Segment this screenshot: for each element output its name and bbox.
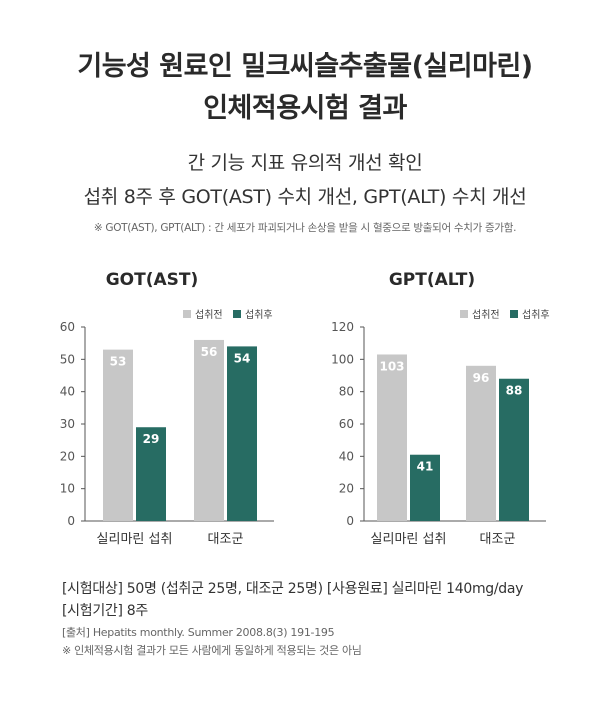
- bar-gpt-1-0: [466, 365, 496, 521]
- bar-gpt-0-0: [377, 354, 407, 521]
- y-tick-label-gpt: 120: [331, 320, 354, 334]
- bar-gpt-1-1: [499, 378, 529, 521]
- source-citation: [출처] Hepatits monthly. Summer 2008.8(3) …: [62, 626, 335, 639]
- legend-label-gpt-0: 섭취전: [472, 309, 500, 321]
- bar-value-label-gpt-1-0: 96: [473, 371, 490, 385]
- legend-swatch-got-0: [183, 310, 191, 318]
- y-tick-label-got: 0: [67, 514, 75, 528]
- study-info-line: [시험대상] 50명 (섭취군 25명, 대조군 25명) [사용원료] 실리마…: [62, 581, 524, 597]
- bar-got-0-0: [103, 349, 133, 521]
- bar-got-1-1: [227, 346, 257, 521]
- charts-area: GOT(AST) 섭취전 섭취후 0 10 20 30 40 50 60 53 29 실리마린 섭취 56…: [60, 270, 550, 547]
- y-tick-label-got: 50: [60, 352, 75, 366]
- bar-got-0-1: [136, 427, 166, 521]
- bar-value-label-gpt-1-1: 88: [506, 384, 523, 398]
- x-tick-label-got-1: 대조군: [208, 532, 244, 547]
- legend-swatch-gpt-1: [510, 310, 518, 318]
- bar-value-label-got-0-1: 29: [143, 432, 160, 446]
- subtitle-line1: 간 기능 지표 유의적 개선 확인: [187, 152, 423, 174]
- y-tick-label-gpt: 20: [339, 482, 354, 496]
- chart-title-got: GOT(AST): [106, 270, 199, 290]
- x-tick-label-gpt-0: 실리마린 섭취: [371, 532, 447, 547]
- y-tick-label-got: 30: [60, 417, 75, 431]
- page-title-line1: 기능성 원료인 밀크씨슬추출물(실리마린): [77, 51, 533, 82]
- y-tick-label-got: 10: [60, 482, 75, 496]
- y-tick-label-gpt: 100: [331, 352, 354, 366]
- bar-got-1-0: [194, 339, 224, 521]
- legend-swatch-gpt-0: [460, 310, 468, 318]
- bar-value-label-gpt-0-0: 103: [379, 359, 404, 373]
- bar-gpt-0-1: [410, 454, 440, 521]
- bar-value-label-got-0-0: 53: [110, 355, 127, 369]
- page-title-line2: 인체적용시험 결과: [203, 93, 407, 124]
- x-tick-label-gpt-1: 대조군: [480, 532, 516, 547]
- legend-label-got-1: 섭취후: [245, 309, 273, 321]
- bar-value-label-got-1-1: 54: [234, 351, 251, 365]
- y-tick-label-got: 60: [60, 320, 75, 334]
- disclaimer: ※ 인체적용시험 결과가 모든 사람에게 동일하게 적용되는 것은 아님: [62, 644, 362, 657]
- x-tick-label-got-0: 실리마린 섭취: [97, 532, 173, 547]
- y-tick-label-gpt: 80: [339, 385, 354, 399]
- bar-value-label-gpt-0-1: 41: [417, 460, 434, 474]
- y-tick-label-gpt: 60: [339, 417, 354, 431]
- chart-title-gpt: GPT(ALT): [389, 270, 475, 290]
- y-tick-label-got: 40: [60, 385, 75, 399]
- subtitle-line2: 섭취 8주 후 GOT(AST) 수치 개선, GPT(ALT) 수치 개선: [83, 186, 527, 208]
- legend-label-gpt-1: 섭취후: [522, 309, 550, 321]
- y-tick-label-gpt: 40: [339, 449, 354, 463]
- definition-note: ※ GOT(AST), GPT(ALT) : 간 세포가 파괴되거나 손상을 받…: [93, 222, 517, 234]
- study-period-line: [시험기간] 8주: [62, 603, 148, 619]
- legend-label-got-0: 섭취전: [195, 309, 223, 321]
- y-tick-label-gpt: 0: [346, 514, 354, 528]
- bar-value-label-got-1-0: 56: [201, 345, 218, 359]
- y-tick-label-got: 20: [60, 449, 75, 463]
- legend-swatch-got-1: [233, 310, 241, 318]
